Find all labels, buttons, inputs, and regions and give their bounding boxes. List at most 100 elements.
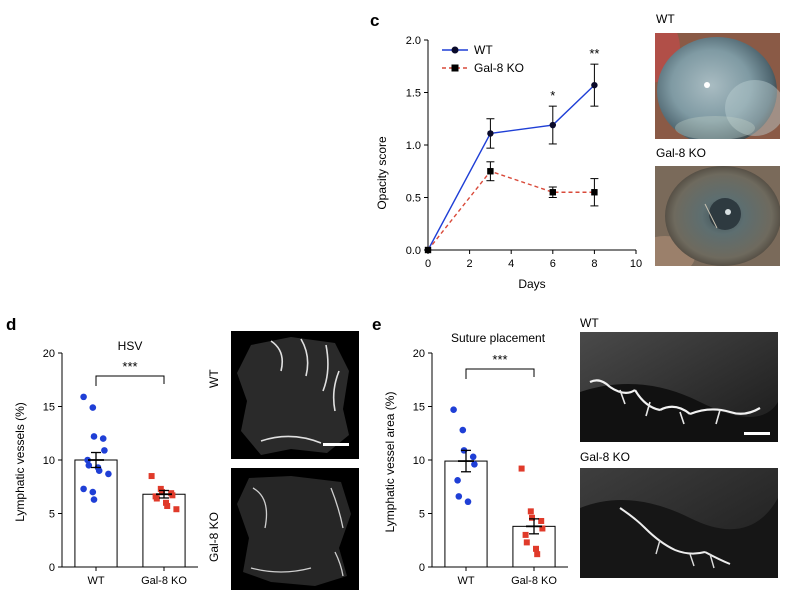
micrograph-suture-gal8ko (580, 468, 778, 578)
e-point (523, 539, 530, 546)
c-point (487, 168, 494, 175)
d-point (159, 489, 165, 496)
d-point (163, 499, 169, 506)
d-point (99, 435, 107, 442)
eye-photo-wt (655, 33, 780, 139)
c-xtick-label: 6 (550, 258, 556, 270)
d-point (157, 485, 164, 492)
e-ytick-label: 5 (419, 509, 425, 521)
d-point (164, 503, 171, 510)
d-ytick-label: 0 (49, 562, 55, 574)
e-point (464, 498, 472, 506)
d-point (101, 447, 108, 454)
d-point (173, 506, 180, 513)
d-significance-bracket (95, 375, 165, 386)
c-image-label-gal8ko: Gal-8 KO (656, 146, 707, 160)
e-significance-bracket (465, 368, 535, 379)
c-point (424, 246, 432, 254)
e-point (455, 493, 463, 500)
hsv-lymphatic-chart: HSV Lymphatic vessels (%) 0 5 10 15 20 WT Gal-… (13, 339, 198, 587)
d-point (148, 473, 155, 480)
d-point (85, 462, 93, 469)
c-xtick-label: 10 (630, 258, 642, 270)
d-point (89, 488, 97, 496)
e-point (469, 453, 477, 461)
micrograph-hsv-wt (231, 331, 359, 459)
d-category-label: Gal-8 KO (141, 575, 187, 587)
d-bar (74, 459, 118, 568)
e-point (522, 531, 529, 538)
c-significance: * (550, 88, 555, 103)
legend-gal8ko: Gal-8 KO (474, 61, 524, 75)
c-ytick-label: 0.5 (406, 193, 421, 205)
d-point (80, 485, 87, 493)
d-point (89, 404, 97, 411)
c-point (591, 189, 598, 196)
c-image-label-wt: WT (656, 12, 675, 26)
e-ytick-label: 0 (419, 562, 425, 574)
d-point (80, 393, 87, 401)
c-xtick-label: 8 (591, 258, 597, 270)
d-image-label-gal8ko: Gal-8 KO (207, 511, 221, 562)
e-point (454, 477, 461, 484)
d-category-label: WT (87, 575, 104, 587)
e-point (450, 406, 457, 414)
e-ytick-label: 20 (413, 348, 425, 360)
e-point (459, 426, 467, 434)
d-ylabel: Lymphatic vessels (%) (13, 402, 27, 522)
e-point (533, 545, 539, 552)
d-point (90, 496, 98, 503)
e-point (529, 514, 535, 521)
e-point (534, 551, 541, 558)
legend-wt: WT (474, 43, 493, 57)
d-title: HSV (118, 339, 143, 353)
c-xlabel: Days (518, 277, 545, 291)
c-legend: WT Gal-8 KO (442, 43, 524, 75)
e-point (518, 465, 525, 472)
eye-photo-gal8ko (655, 166, 780, 266)
e-point (471, 460, 478, 468)
c-point (549, 121, 556, 129)
c-point (591, 81, 598, 89)
e-point (538, 517, 545, 524)
c-xtick-label: 4 (508, 258, 514, 270)
e-title: Suture placement (451, 331, 546, 345)
c-significance: ** (589, 46, 599, 61)
c-series-line (427, 170, 595, 251)
d-ytick-label: 10 (43, 455, 55, 467)
e-ytick-label: 10 (413, 455, 425, 467)
d-ytick-label: 5 (49, 509, 55, 521)
d-ytick-label: 20 (43, 348, 55, 360)
suture-lymphatic-chart: Suture placement Lymphatic vessel area (… (383, 331, 568, 587)
c-xtick-label: 2 (467, 258, 473, 270)
c-ylabel: Opacity score (375, 136, 389, 210)
micrograph-suture-wt (580, 332, 778, 442)
opacity-score-chart: Opacity score Days 0.0 0.5 1.0 1.5 2.0 0 2 4 6 8 1… (375, 35, 642, 291)
e-significance: *** (492, 352, 507, 367)
c-ytick-label: 2.0 (406, 35, 421, 47)
d-point (95, 467, 103, 474)
d-image-label-wt: WT (207, 369, 221, 388)
d-point (90, 433, 98, 440)
d-ytick-label: 15 (43, 402, 55, 414)
e-ytick-label: 15 (413, 402, 425, 414)
e-category-label: Gal-8 KO (511, 575, 557, 587)
d-point (169, 492, 176, 499)
c-ytick-label: 1.5 (406, 88, 421, 100)
e-ylabel: Lymphatic vessel area (%) (383, 392, 397, 533)
e-image-label-gal8ko: Gal-8 KO (580, 450, 631, 464)
c-ytick-label: 1.0 (406, 140, 421, 152)
e-category-label: WT (457, 575, 474, 587)
d-point (84, 456, 91, 464)
d-significance: *** (122, 359, 137, 374)
d-point (105, 470, 112, 478)
e-point (527, 508, 534, 515)
c-ytick-label: 0.0 (406, 245, 421, 257)
e-image-label-wt: WT (580, 316, 599, 330)
e-point (539, 525, 546, 532)
e-bar (444, 460, 488, 568)
c-point (487, 130, 494, 137)
c-point (549, 189, 556, 196)
micrograph-hsv-gal8ko (231, 468, 359, 590)
c-xtick-label: 0 (425, 258, 431, 270)
